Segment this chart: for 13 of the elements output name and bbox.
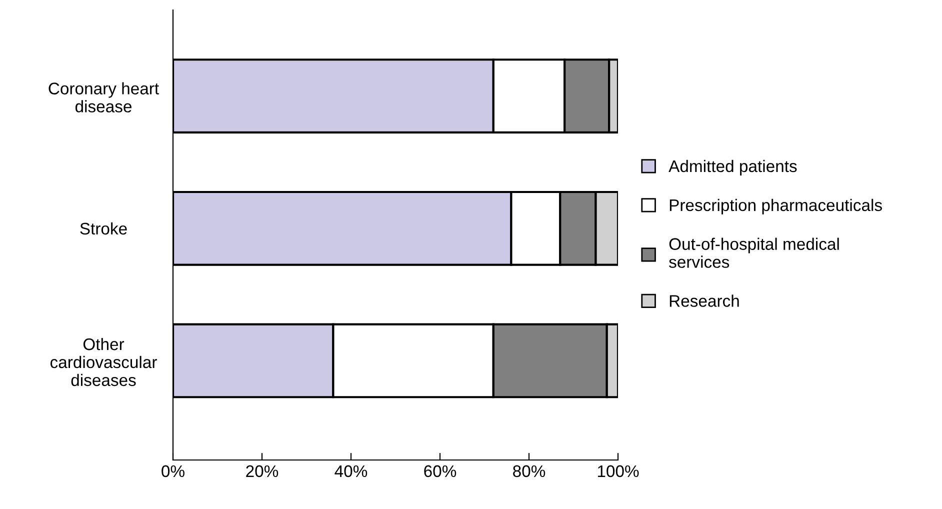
x-tick-label: 80% [513,465,546,478]
y-tick-label: Other cardiovascular diseases [50,338,157,386]
y-tick-label: Stroke [80,222,127,235]
legend-label: Out-of-hospital medical services [669,238,839,268]
x-tick-label: 20% [246,465,278,478]
x-tick-label: 0% [162,465,184,478]
x-tick-label: 60% [424,465,456,478]
legend-label: Research [670,294,739,307]
x-tick-label: 100% [598,465,639,478]
legend-label: Admitted patients [668,160,797,176]
legend-label: Prescription pharmaceuticals [670,198,882,214]
y-tick-label: Coronary heart disease [48,82,159,112]
x-tick-label: 40% [334,465,368,478]
